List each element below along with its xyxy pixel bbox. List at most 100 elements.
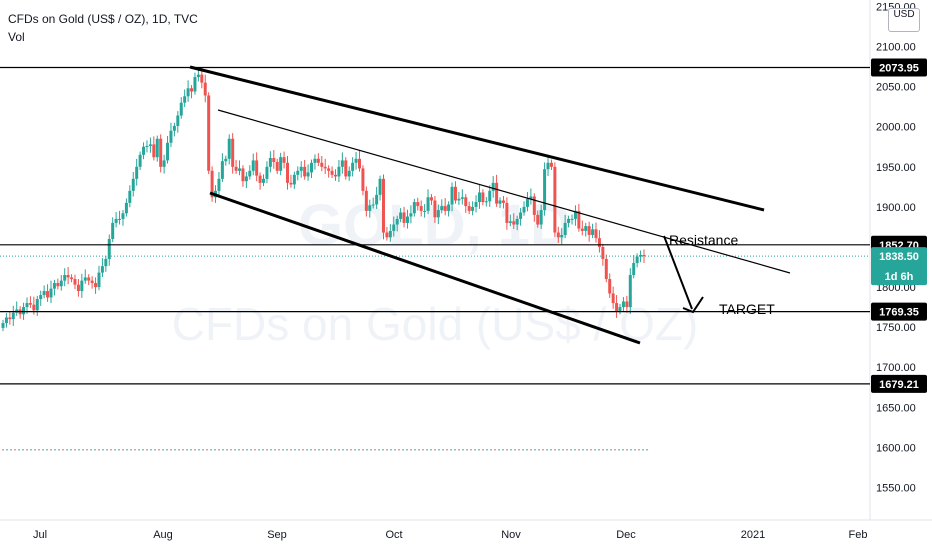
volume-dot bbox=[350, 449, 352, 451]
volume-dot bbox=[434, 449, 436, 451]
horizontal-levels[interactable] bbox=[0, 66, 870, 385]
candle-body bbox=[601, 246, 605, 259]
channel-lower-line[interactable] bbox=[209, 191, 641, 345]
candle-body bbox=[52, 283, 56, 289]
volume-dot bbox=[266, 449, 268, 451]
target-annotation[interactable]: TARGET bbox=[719, 301, 775, 317]
volume-dot bbox=[250, 449, 252, 451]
volume-dot bbox=[506, 449, 508, 451]
volume-dot bbox=[90, 449, 92, 451]
channel-middle-line[interactable] bbox=[217, 109, 791, 274]
volume-dot bbox=[430, 449, 432, 451]
candle-body bbox=[282, 157, 286, 163]
candle-body bbox=[621, 301, 625, 308]
volume-dot bbox=[466, 449, 468, 451]
candle-body bbox=[333, 174, 337, 177]
candle-body bbox=[121, 213, 125, 219]
candle-body bbox=[597, 238, 601, 247]
candle-body bbox=[618, 307, 622, 312]
volume-dot bbox=[110, 449, 112, 451]
volume-dot bbox=[242, 449, 244, 451]
candle-body bbox=[563, 222, 567, 235]
volume-dot bbox=[190, 449, 192, 451]
volume-dot bbox=[118, 449, 120, 451]
price-tick-1: 2100.00 bbox=[876, 42, 916, 54]
candle-body bbox=[615, 303, 619, 312]
candle-body bbox=[467, 206, 471, 211]
candle-body bbox=[76, 284, 80, 292]
candle-body bbox=[460, 197, 464, 199]
resistance-annotation[interactable]: Resistance bbox=[669, 232, 738, 248]
symbol-title[interactable]: CFDs on Gold (US$ / OZ), 1D, TVC bbox=[8, 12, 198, 26]
candle-body bbox=[4, 317, 8, 324]
level-price-box-0 bbox=[871, 58, 927, 77]
candle-body bbox=[289, 182, 293, 185]
candles-group bbox=[1, 67, 646, 332]
volume-dot bbox=[102, 449, 104, 451]
candle-body bbox=[577, 210, 581, 229]
candle-body bbox=[66, 275, 70, 278]
candle-body bbox=[567, 218, 571, 223]
volume-dot bbox=[518, 449, 520, 451]
volume-dot bbox=[410, 449, 412, 451]
volume-dot bbox=[462, 449, 464, 451]
candle-body bbox=[138, 154, 142, 167]
candle-body bbox=[457, 198, 461, 201]
volume-dot bbox=[254, 449, 256, 451]
candle-body bbox=[608, 279, 612, 294]
candle-body bbox=[39, 295, 43, 300]
volume-dot bbox=[346, 449, 348, 451]
currency-button[interactable]: USD bbox=[888, 8, 920, 32]
volume-dot bbox=[530, 449, 532, 451]
candle-body bbox=[59, 280, 63, 287]
volume-dot bbox=[58, 449, 60, 451]
candle-body bbox=[272, 157, 276, 163]
candle-body bbox=[632, 262, 636, 276]
volume-dot bbox=[626, 449, 628, 451]
volume-label[interactable]: Vol bbox=[8, 30, 25, 44]
candle-body bbox=[412, 202, 416, 214]
candle-body bbox=[543, 169, 547, 211]
volume-dot bbox=[478, 449, 480, 451]
time-tick-1: Aug bbox=[153, 529, 173, 541]
volume-dot bbox=[210, 449, 212, 451]
volume-dot bbox=[502, 449, 504, 451]
candle-body bbox=[169, 130, 173, 143]
volume-dot bbox=[142, 449, 144, 451]
candle-body bbox=[244, 176, 248, 182]
candle-body bbox=[570, 218, 574, 220]
candle-body bbox=[553, 166, 557, 233]
candle-body bbox=[35, 299, 39, 311]
volume-dot bbox=[230, 449, 232, 451]
volume-dot bbox=[106, 449, 108, 451]
candle-body bbox=[450, 186, 454, 205]
time-tick-2: Sep bbox=[267, 529, 287, 541]
volume-dot bbox=[402, 449, 404, 451]
watermark-name: CFDs on Gold (US$ / OZ) bbox=[172, 298, 699, 350]
candle-body bbox=[131, 178, 135, 191]
volume-dot bbox=[418, 449, 420, 451]
time-tick-5: Dec bbox=[616, 529, 636, 541]
channel-upper-line[interactable] bbox=[189, 65, 765, 212]
candle-body bbox=[591, 229, 595, 235]
candle-body bbox=[193, 77, 197, 92]
volume-dot bbox=[270, 449, 272, 451]
volume-dot bbox=[2, 449, 4, 451]
candle-body bbox=[114, 218, 118, 223]
candle-body bbox=[124, 202, 128, 214]
candle-body bbox=[166, 142, 170, 161]
candle-body bbox=[477, 192, 481, 203]
candle-body bbox=[142, 146, 146, 155]
candle-body bbox=[42, 291, 46, 296]
volume-dot bbox=[222, 449, 224, 451]
volume-dot bbox=[470, 449, 472, 451]
candle-body bbox=[426, 197, 430, 211]
projection-arrow-path[interactable] bbox=[663, 235, 693, 310]
trendlines[interactable] bbox=[189, 65, 791, 345]
candle-body bbox=[508, 221, 512, 223]
candle-body bbox=[217, 178, 221, 191]
volume-dot bbox=[34, 449, 36, 451]
volume-dot bbox=[550, 449, 552, 451]
candle-body bbox=[200, 74, 204, 83]
